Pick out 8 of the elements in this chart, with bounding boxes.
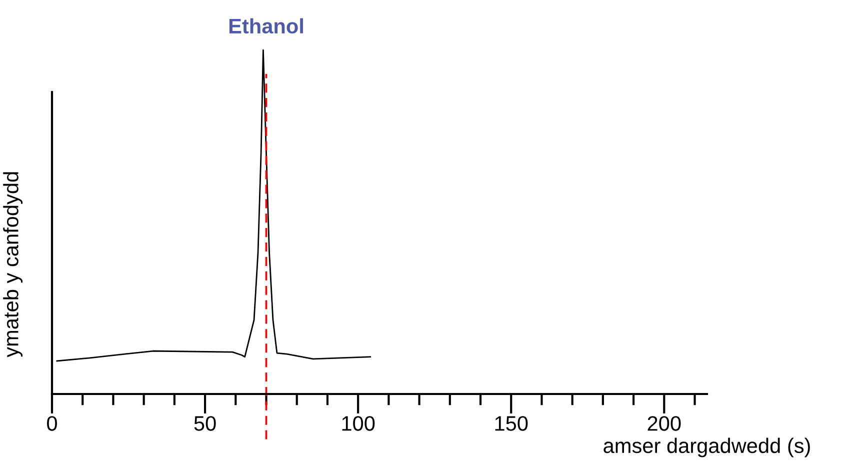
x-tick-label: 100: [342, 416, 375, 431]
x-tick-label: 0: [47, 416, 57, 431]
y-axis-title: ymateb y canfodydd: [3, 172, 23, 358]
x-axis-title: amser dargadwedd (s): [604, 438, 810, 458]
ref-line-label: Ethanol: [229, 18, 303, 34]
x-tick-label: 200: [648, 416, 681, 431]
x-tick-label: 50: [194, 416, 216, 431]
x-tick-label: 150: [495, 416, 528, 431]
